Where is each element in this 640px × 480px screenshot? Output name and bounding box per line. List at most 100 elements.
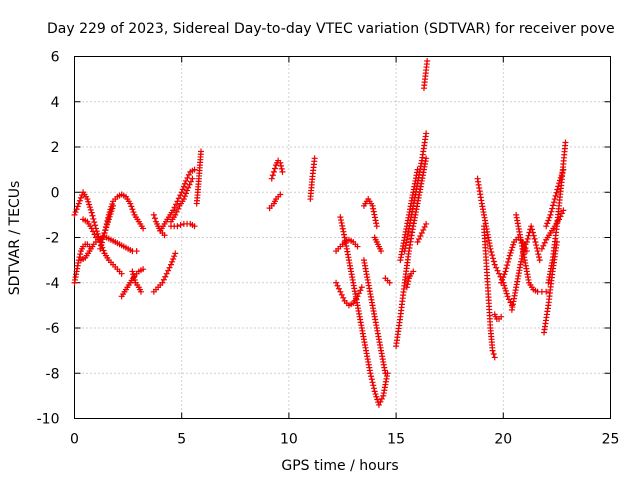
data-point xyxy=(498,279,505,286)
y-tick-label: 6 xyxy=(51,50,60,66)
data-point xyxy=(544,220,551,227)
data-point xyxy=(410,268,417,275)
data-point xyxy=(553,189,560,196)
data-point xyxy=(187,178,194,185)
data-point xyxy=(91,231,98,238)
series-arc23 xyxy=(382,275,393,286)
data-point xyxy=(128,203,135,210)
data-point xyxy=(174,223,181,230)
data-point xyxy=(102,223,109,230)
data-point xyxy=(502,268,509,275)
data-point xyxy=(490,255,497,262)
data-point xyxy=(337,288,344,295)
data-point xyxy=(370,205,377,212)
data-point xyxy=(177,222,184,229)
data-point xyxy=(493,264,500,271)
data-point xyxy=(84,196,91,203)
data-point xyxy=(189,175,196,182)
data-point xyxy=(489,252,496,259)
data-point xyxy=(368,376,375,383)
data-point xyxy=(538,245,545,252)
data-point xyxy=(508,247,515,254)
data-point xyxy=(551,196,558,203)
y-tick-label: -4 xyxy=(46,276,60,292)
data-point xyxy=(151,215,158,222)
data-point xyxy=(498,313,505,320)
x-tick-label: 10 xyxy=(280,432,298,448)
data-point xyxy=(150,211,157,218)
data-point xyxy=(502,287,509,294)
data-point xyxy=(506,252,513,259)
data-point xyxy=(543,223,550,230)
data-point xyxy=(197,148,204,155)
data-point xyxy=(180,196,187,203)
x-tick-label: 15 xyxy=(387,432,405,448)
data-point xyxy=(105,211,112,218)
series-arc07 xyxy=(129,268,144,295)
chart-title: Day 229 of 2023, Sidereal Day-to-day VTE… xyxy=(47,21,615,37)
data-point xyxy=(499,276,506,283)
data-point xyxy=(87,206,94,213)
data-point xyxy=(372,217,379,224)
data-point xyxy=(174,198,181,205)
data-point xyxy=(90,215,97,222)
data-point xyxy=(529,226,536,233)
data-point xyxy=(501,271,508,278)
data-point xyxy=(165,267,172,274)
data-point xyxy=(277,191,284,198)
data-point xyxy=(355,290,362,297)
data-point xyxy=(382,370,389,377)
data-point xyxy=(545,217,552,224)
data-point xyxy=(171,253,178,260)
data-point xyxy=(191,223,198,230)
data-point xyxy=(181,193,188,200)
y-tick-label: 2 xyxy=(51,140,60,156)
data-point xyxy=(560,207,567,214)
data-point xyxy=(423,220,430,227)
data-point xyxy=(510,241,517,248)
data-point xyxy=(487,245,494,252)
data-point xyxy=(279,168,286,175)
y-tick-label: -6 xyxy=(46,321,60,337)
data-point xyxy=(85,198,92,205)
data-point xyxy=(541,239,548,246)
data-point xyxy=(109,201,116,208)
data-point xyxy=(101,229,108,236)
series-arc31 xyxy=(481,223,498,361)
data-point xyxy=(373,393,380,400)
data-point xyxy=(94,230,101,237)
data-point xyxy=(373,220,380,227)
data-point xyxy=(423,155,430,162)
data-point xyxy=(335,285,342,292)
data-point xyxy=(89,212,96,219)
data-point xyxy=(552,192,559,199)
y-tick-label: -10 xyxy=(37,412,60,428)
data-point xyxy=(129,268,136,275)
data-point xyxy=(418,229,425,236)
data-point xyxy=(504,262,511,269)
data-point xyxy=(169,258,176,265)
data-point xyxy=(140,266,147,273)
data-point xyxy=(424,58,431,65)
data-point xyxy=(133,248,140,255)
data-point xyxy=(173,208,180,215)
data-point xyxy=(517,261,524,268)
y-tick-label: 4 xyxy=(51,95,60,111)
data-point xyxy=(100,247,107,254)
data-point xyxy=(417,232,424,239)
x-tick-labels: 0 5 10 15 20 25 xyxy=(70,432,619,448)
data-point xyxy=(489,347,496,354)
data-point xyxy=(405,278,412,285)
series-arc22 xyxy=(371,234,385,255)
data-point xyxy=(179,186,186,193)
data-point xyxy=(525,232,532,239)
data-point xyxy=(337,217,344,224)
series-arc21 xyxy=(360,196,380,230)
data-point xyxy=(386,279,393,286)
data-point xyxy=(71,211,78,218)
data-point xyxy=(540,242,547,249)
data-point xyxy=(491,261,498,268)
series-arc01 xyxy=(71,189,125,277)
data-point xyxy=(506,296,513,303)
